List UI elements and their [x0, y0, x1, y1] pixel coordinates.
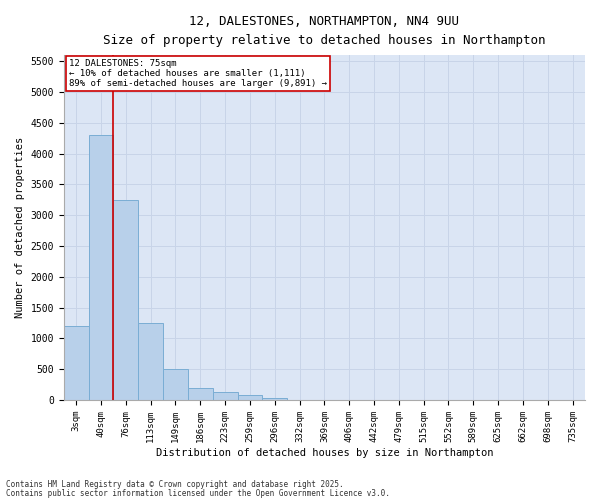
- Bar: [138, 323, 163, 400]
- Bar: [89, 135, 113, 400]
- Bar: [238, 395, 262, 400]
- Bar: [163, 369, 188, 400]
- Bar: [64, 326, 89, 400]
- Title: 12, DALESTONES, NORTHAMPTON, NN4 9UU
Size of property relative to detached house: 12, DALESTONES, NORTHAMPTON, NN4 9UU Siz…: [103, 15, 545, 47]
- X-axis label: Distribution of detached houses by size in Northampton: Distribution of detached houses by size …: [155, 448, 493, 458]
- Bar: [188, 388, 212, 400]
- Text: 12 DALESTONES: 75sqm
← 10% of detached houses are smaller (1,111)
89% of semi-de: 12 DALESTONES: 75sqm ← 10% of detached h…: [69, 58, 327, 88]
- Text: Contains HM Land Registry data © Crown copyright and database right 2025.: Contains HM Land Registry data © Crown c…: [6, 480, 344, 489]
- Y-axis label: Number of detached properties: Number of detached properties: [15, 137, 25, 318]
- Bar: [262, 398, 287, 400]
- Bar: [212, 392, 238, 400]
- Bar: [113, 200, 138, 400]
- Text: Contains public sector information licensed under the Open Government Licence v3: Contains public sector information licen…: [6, 488, 390, 498]
